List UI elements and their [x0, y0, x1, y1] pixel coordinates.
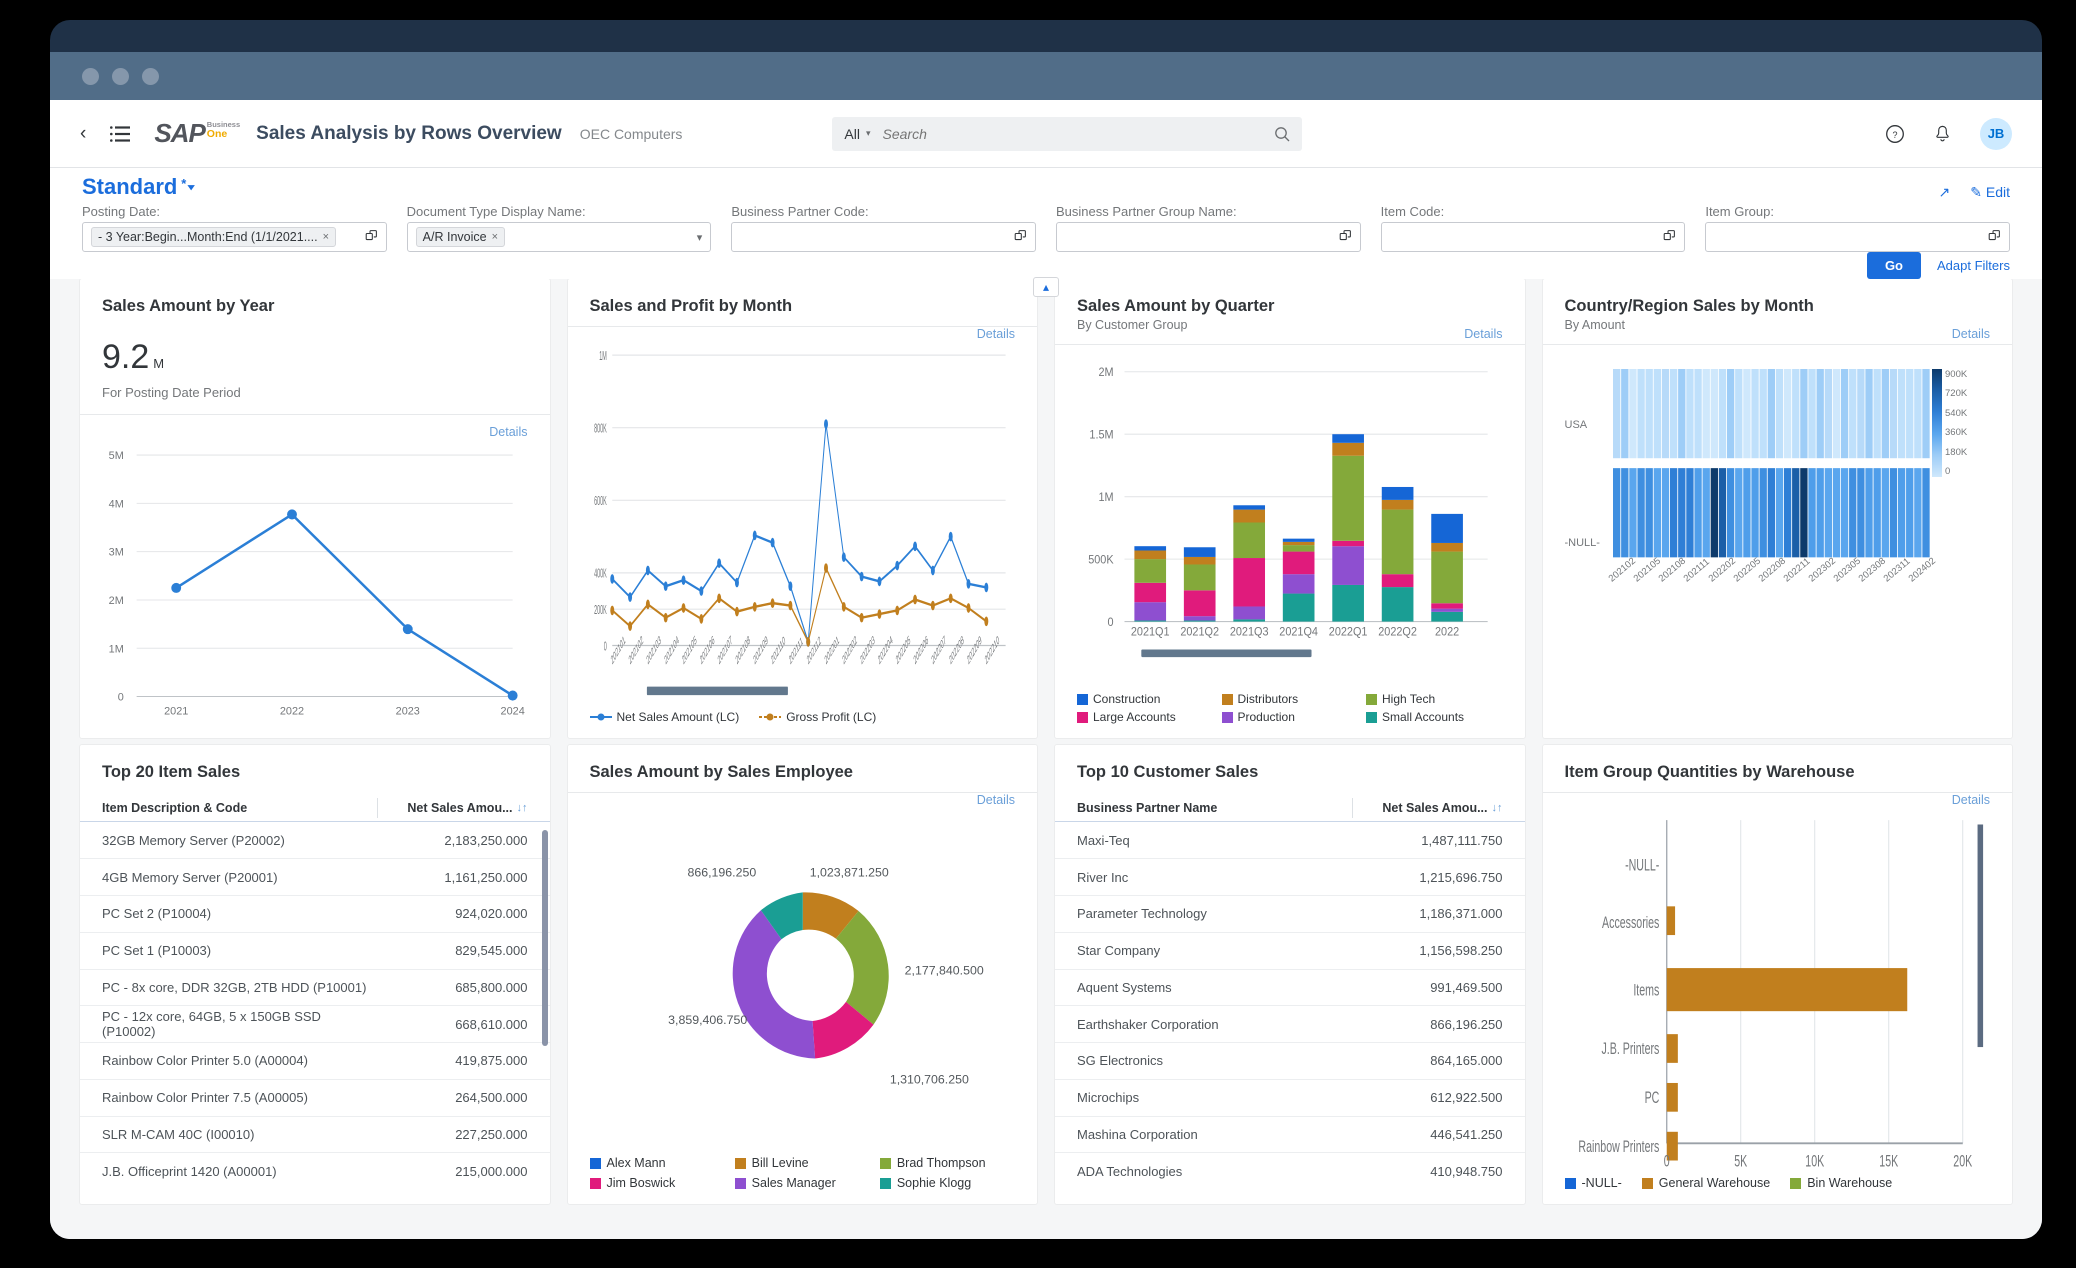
svg-text:2021: 2021	[164, 706, 188, 718]
svg-text:2M: 2M	[1099, 367, 1114, 379]
svg-text:202110: 202110	[770, 634, 786, 667]
svg-text:1,310,706.250: 1,310,706.250	[889, 1072, 968, 1086]
svg-text:2024: 2024	[501, 706, 525, 718]
svg-text:202201: 202201	[823, 633, 840, 667]
svg-text:202202: 202202	[841, 633, 858, 667]
svg-text:5M: 5M	[109, 450, 124, 462]
svg-text:202104: 202104	[663, 633, 680, 667]
svg-text:2021Q4: 2021Q4	[1279, 626, 1318, 638]
svg-text:400K: 400K	[594, 567, 607, 581]
svg-text:5K: 5K	[1734, 1151, 1748, 1170]
svg-text:202206: 202206	[912, 633, 929, 667]
svg-text:202105: 202105	[681, 633, 698, 667]
svg-text:2M: 2M	[109, 595, 124, 607]
svg-text:202204: 202204	[876, 633, 893, 667]
svg-text:2021Q3: 2021Q3	[1230, 626, 1269, 638]
svg-text:?: ?	[1892, 130, 1897, 140]
svg-text:1M: 1M	[599, 349, 607, 363]
svg-text:0: 0	[118, 691, 124, 703]
svg-text:0: 0	[1108, 616, 1114, 628]
svg-text:0: 0	[1663, 1151, 1669, 1170]
svg-text:1M: 1M	[1099, 492, 1114, 504]
svg-text:1,023,871.250: 1,023,871.250	[809, 866, 888, 880]
svg-text:800K: 800K	[594, 422, 607, 436]
svg-text:-NULL-: -NULL-	[1625, 855, 1659, 874]
svg-text:2022: 2022	[1435, 626, 1459, 638]
svg-text:4M: 4M	[109, 498, 124, 510]
svg-text:202205: 202205	[894, 633, 911, 667]
svg-text:202209: 202209	[966, 633, 983, 667]
svg-text:10K: 10K	[1805, 1151, 1824, 1170]
svg-text:202111: 202111	[787, 634, 803, 667]
svg-text:3,859,406.750: 3,859,406.750	[668, 1013, 747, 1027]
svg-text:20K: 20K	[1953, 1151, 1972, 1170]
svg-text:200K: 200K	[594, 604, 607, 618]
svg-text:Accessories: Accessories	[1602, 912, 1659, 931]
svg-text:2021Q1: 2021Q1	[1131, 626, 1170, 638]
svg-text:0: 0	[603, 640, 606, 654]
svg-text:202203: 202203	[859, 633, 876, 667]
svg-text:2023: 2023	[396, 706, 420, 718]
svg-text:2022: 2022	[280, 706, 304, 718]
svg-text:2,177,840.500: 2,177,840.500	[904, 964, 983, 978]
svg-text:Items: Items	[1633, 980, 1659, 999]
svg-text:866,196.250: 866,196.250	[687, 866, 756, 880]
svg-text:600K: 600K	[594, 495, 607, 509]
svg-text:202106: 202106	[698, 633, 715, 667]
svg-text:202207: 202207	[930, 633, 947, 667]
svg-text:1.5M: 1.5M	[1089, 429, 1113, 441]
svg-text:202208: 202208	[948, 633, 965, 667]
svg-text:202109: 202109	[752, 633, 769, 667]
svg-text:202102: 202102	[627, 633, 644, 667]
svg-text:Rainbow Printers: Rainbow Printers	[1578, 1136, 1659, 1155]
svg-text:15K: 15K	[1879, 1151, 1898, 1170]
svg-text:2021Q2: 2021Q2	[1180, 626, 1219, 638]
svg-text:202107: 202107	[716, 633, 733, 667]
svg-text:202103: 202103	[645, 633, 662, 667]
svg-text:202108: 202108	[734, 633, 751, 667]
svg-text:202210: 202210	[983, 633, 1000, 667]
svg-text:PC: PC	[1644, 1088, 1659, 1107]
svg-text:3M: 3M	[109, 547, 124, 559]
svg-text:J.B. Printers: J.B. Printers	[1601, 1039, 1659, 1058]
svg-text:1M: 1M	[109, 643, 124, 655]
svg-text:500K: 500K	[1088, 554, 1114, 566]
svg-text:202101: 202101	[609, 633, 626, 667]
svg-text:2022Q1: 2022Q1	[1329, 626, 1368, 638]
svg-text:2022Q2: 2022Q2	[1378, 626, 1417, 638]
